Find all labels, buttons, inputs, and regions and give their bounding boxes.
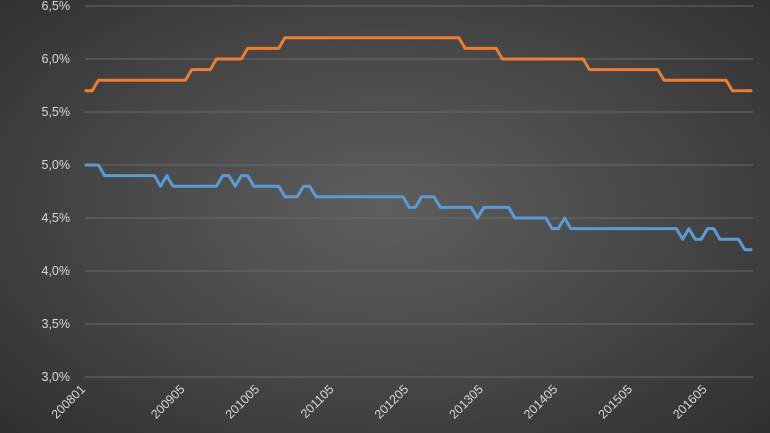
x-tick-label: 201405 bbox=[521, 382, 560, 421]
x-tick-label: 201205 bbox=[372, 382, 411, 421]
y-tick-label: 4,5% bbox=[42, 211, 71, 225]
x-tick-label: 200905 bbox=[148, 382, 187, 421]
series-line-2 bbox=[84, 163, 753, 252]
y-tick-label: 4,0% bbox=[42, 264, 71, 278]
y-tick-label: 3,0% bbox=[42, 370, 71, 384]
y-tick-label: 3,5% bbox=[42, 317, 71, 331]
y-tick-label: 5,5% bbox=[42, 105, 71, 119]
x-tick-label: 201305 bbox=[446, 382, 485, 421]
y-tick-label: 6,5% bbox=[42, 0, 71, 13]
y-tick-label: 6,0% bbox=[42, 52, 71, 66]
x-tick-label: 200801 bbox=[49, 382, 88, 421]
x-axis-ticks: 200801 200905 201005 201105 201205 201305 2014… bbox=[49, 382, 710, 421]
series-lines bbox=[84, 36, 753, 252]
y-axis-ticks: 3,0% 3,5% 4,0% 4,5% 5,0% 5,5% 6,0% 6,5% bbox=[42, 0, 71, 384]
x-tick-label: 201605 bbox=[670, 382, 709, 421]
gridlines bbox=[85, 5, 753, 378]
x-tick-label: 201105 bbox=[298, 382, 337, 421]
y-tick-label: 5,0% bbox=[42, 158, 71, 172]
series-line-1 bbox=[84, 36, 753, 93]
x-tick-label: 201005 bbox=[223, 382, 262, 421]
x-tick-label: 201505 bbox=[596, 382, 635, 421]
